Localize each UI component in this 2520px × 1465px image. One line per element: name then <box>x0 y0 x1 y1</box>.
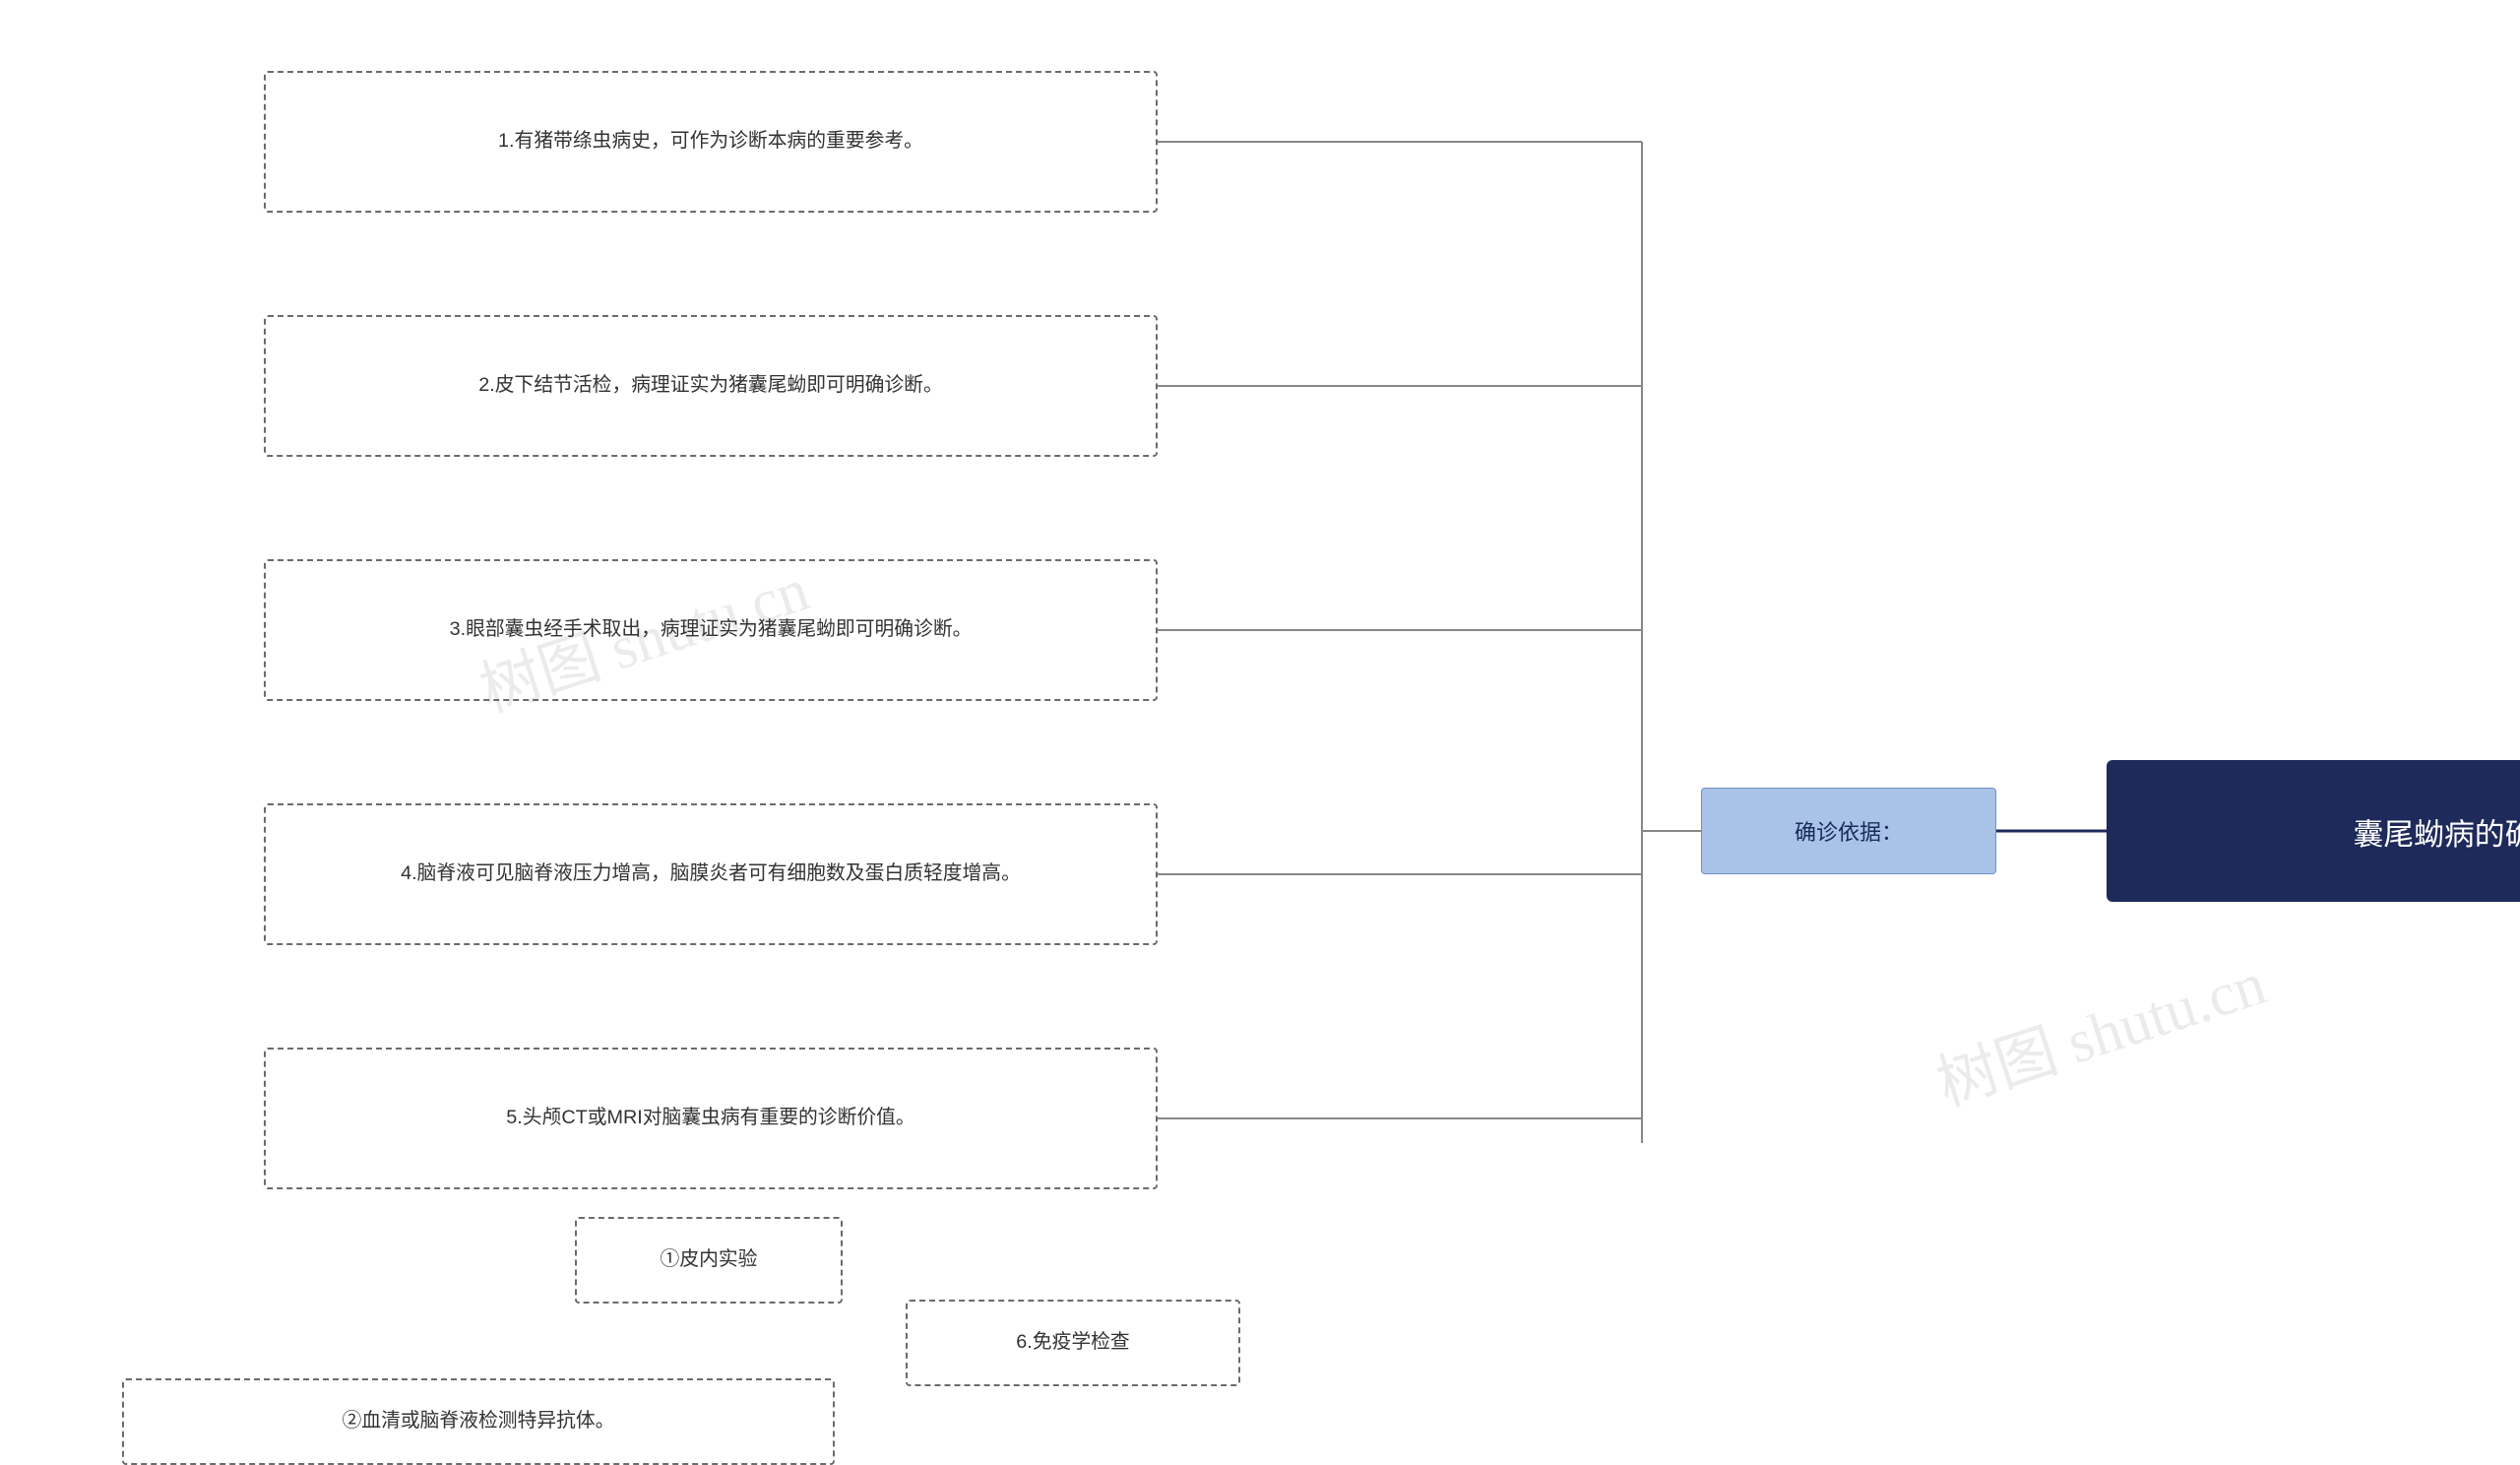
left-leaf-1: 1.有猪带绦虫病史，可作为诊断本病的重要参考。 <box>264 71 1158 213</box>
leaf-text: 2.皮下结节活检，病理证实为猪囊尾蚴即可明确诊断。 <box>478 371 942 401</box>
leaf-text: 4.脑脊液可见脑脊液压力增高，脑膜炎者可有细胞数及蛋白质轻度增高。 <box>401 860 1021 889</box>
left-category: 确诊依据： <box>1701 788 1996 874</box>
left-category-label: 确诊依据： <box>1795 815 1903 847</box>
canvas: 树图 shutu.cn 树图 shutu.cn 囊尾蚴病的确诊依据是？ 确诊依据… <box>0 0 2520 1143</box>
left-leaf-6: 6.免疫学检查 <box>906 1300 1240 1386</box>
leaf-text: ①皮内实验 <box>661 1245 758 1275</box>
left-leaf-4: 4.脑脊液可见脑脊液压力增高，脑膜炎者可有细胞数及蛋白质轻度增高。 <box>264 803 1158 945</box>
sub-leaf-2: ②血清或脑脊液检测特异抗体。 <box>122 1378 835 1465</box>
root-label: 囊尾蚴病的确诊依据是？ <box>2354 809 2520 854</box>
left-leaf-3: 3.眼部囊虫经手术取出，病理证实为猪囊尾蚴即可明确诊断。 <box>264 559 1158 701</box>
left-leaf-2: 2.皮下结节活检，病理证实为猪囊尾蚴即可明确诊断。 <box>264 315 1158 457</box>
leaf-text: 6.免疫学检查 <box>1016 1328 1129 1358</box>
left-leaf-5: 5.头颅CT或MRI对脑囊虫病有重要的诊断价值。 <box>264 1048 1158 1189</box>
leaf-text: 5.头颅CT或MRI对脑囊虫病有重要的诊断价值。 <box>506 1104 914 1133</box>
leaf-text: 3.眼部囊虫经手术取出，病理证实为猪囊尾蚴即可明确诊断。 <box>450 615 973 645</box>
leaf-text: 1.有猪带绦虫病史，可作为诊断本病的重要参考。 <box>498 127 923 157</box>
watermark-2: 树图 shutu.cn <box>1924 934 2275 1122</box>
root-node: 囊尾蚴病的确诊依据是？ <box>2107 760 2520 902</box>
leaf-text: ②血清或脑脊液检测特异抗体。 <box>343 1407 615 1436</box>
sub-leaf-1: ①皮内实验 <box>575 1217 843 1304</box>
